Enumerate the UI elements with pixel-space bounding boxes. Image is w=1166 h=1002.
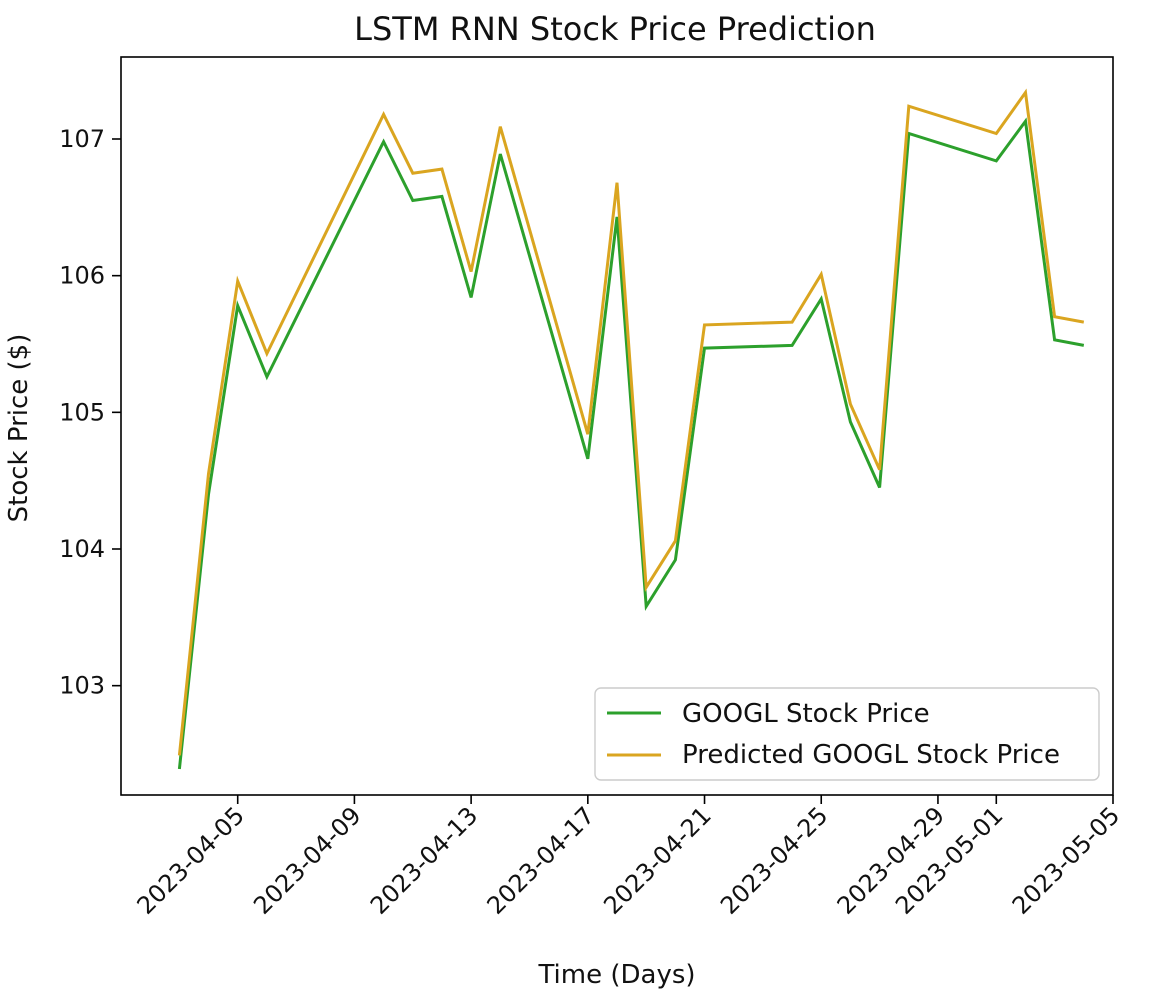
series-layer [177, 88, 1085, 770]
y-tick-label: 107 [59, 125, 105, 153]
legend-label-predicted: Predicted GOOGL Stock Price [682, 740, 1060, 770]
y-tick-label: 104 [59, 535, 105, 563]
legend-box [594, 687, 1100, 781]
x-tick-label: 2023-04-17 [482, 801, 600, 919]
y-tick-label: 103 [59, 672, 105, 700]
legend-label-googl: GOOGL Stock Price [682, 699, 930, 729]
x-tick-label: 2023-04-25 [715, 801, 833, 919]
x-tick-label: 2023-04-09 [248, 801, 366, 919]
y-tick-label: 106 [59, 262, 105, 290]
legend: GOOGL Stock Price Predicted GOOGL Stock … [594, 687, 1100, 781]
series-line-0 [177, 117, 1085, 770]
x-axis: 2023-04-052023-04-092023-04-132023-04-17… [132, 795, 1125, 920]
x-tick-label: 2023-04-13 [365, 801, 483, 919]
y-axis-label: Stock Price ($) [4, 334, 34, 523]
x-axis-label: Time (Days) [537, 960, 695, 990]
y-tick-label: 105 [59, 398, 105, 426]
chart-title: LSTM RNN Stock Price Prediction [354, 10, 876, 48]
x-tick-label: 2023-04-05 [132, 801, 250, 919]
y-axis: 103 104 105 106 107 [59, 125, 121, 700]
series-line-1 [177, 88, 1085, 756]
plot-area-frame [120, 56, 1114, 796]
x-tick-label: 2023-05-05 [1007, 801, 1125, 919]
x-tick-label: 2023-04-21 [598, 801, 716, 919]
